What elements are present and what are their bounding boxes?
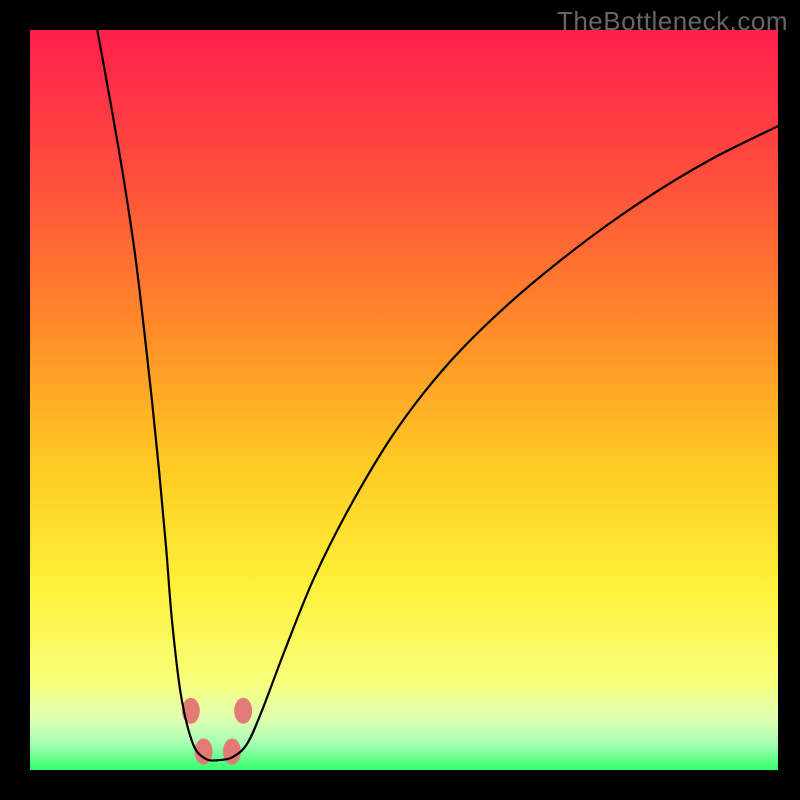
watermark-text: TheBottleneck.com (557, 6, 788, 37)
stage: TheBottleneck.com (0, 0, 800, 800)
marker-1 (234, 698, 252, 724)
plot-area (30, 30, 778, 770)
marker-3 (223, 739, 241, 765)
chart-svg (0, 0, 800, 800)
